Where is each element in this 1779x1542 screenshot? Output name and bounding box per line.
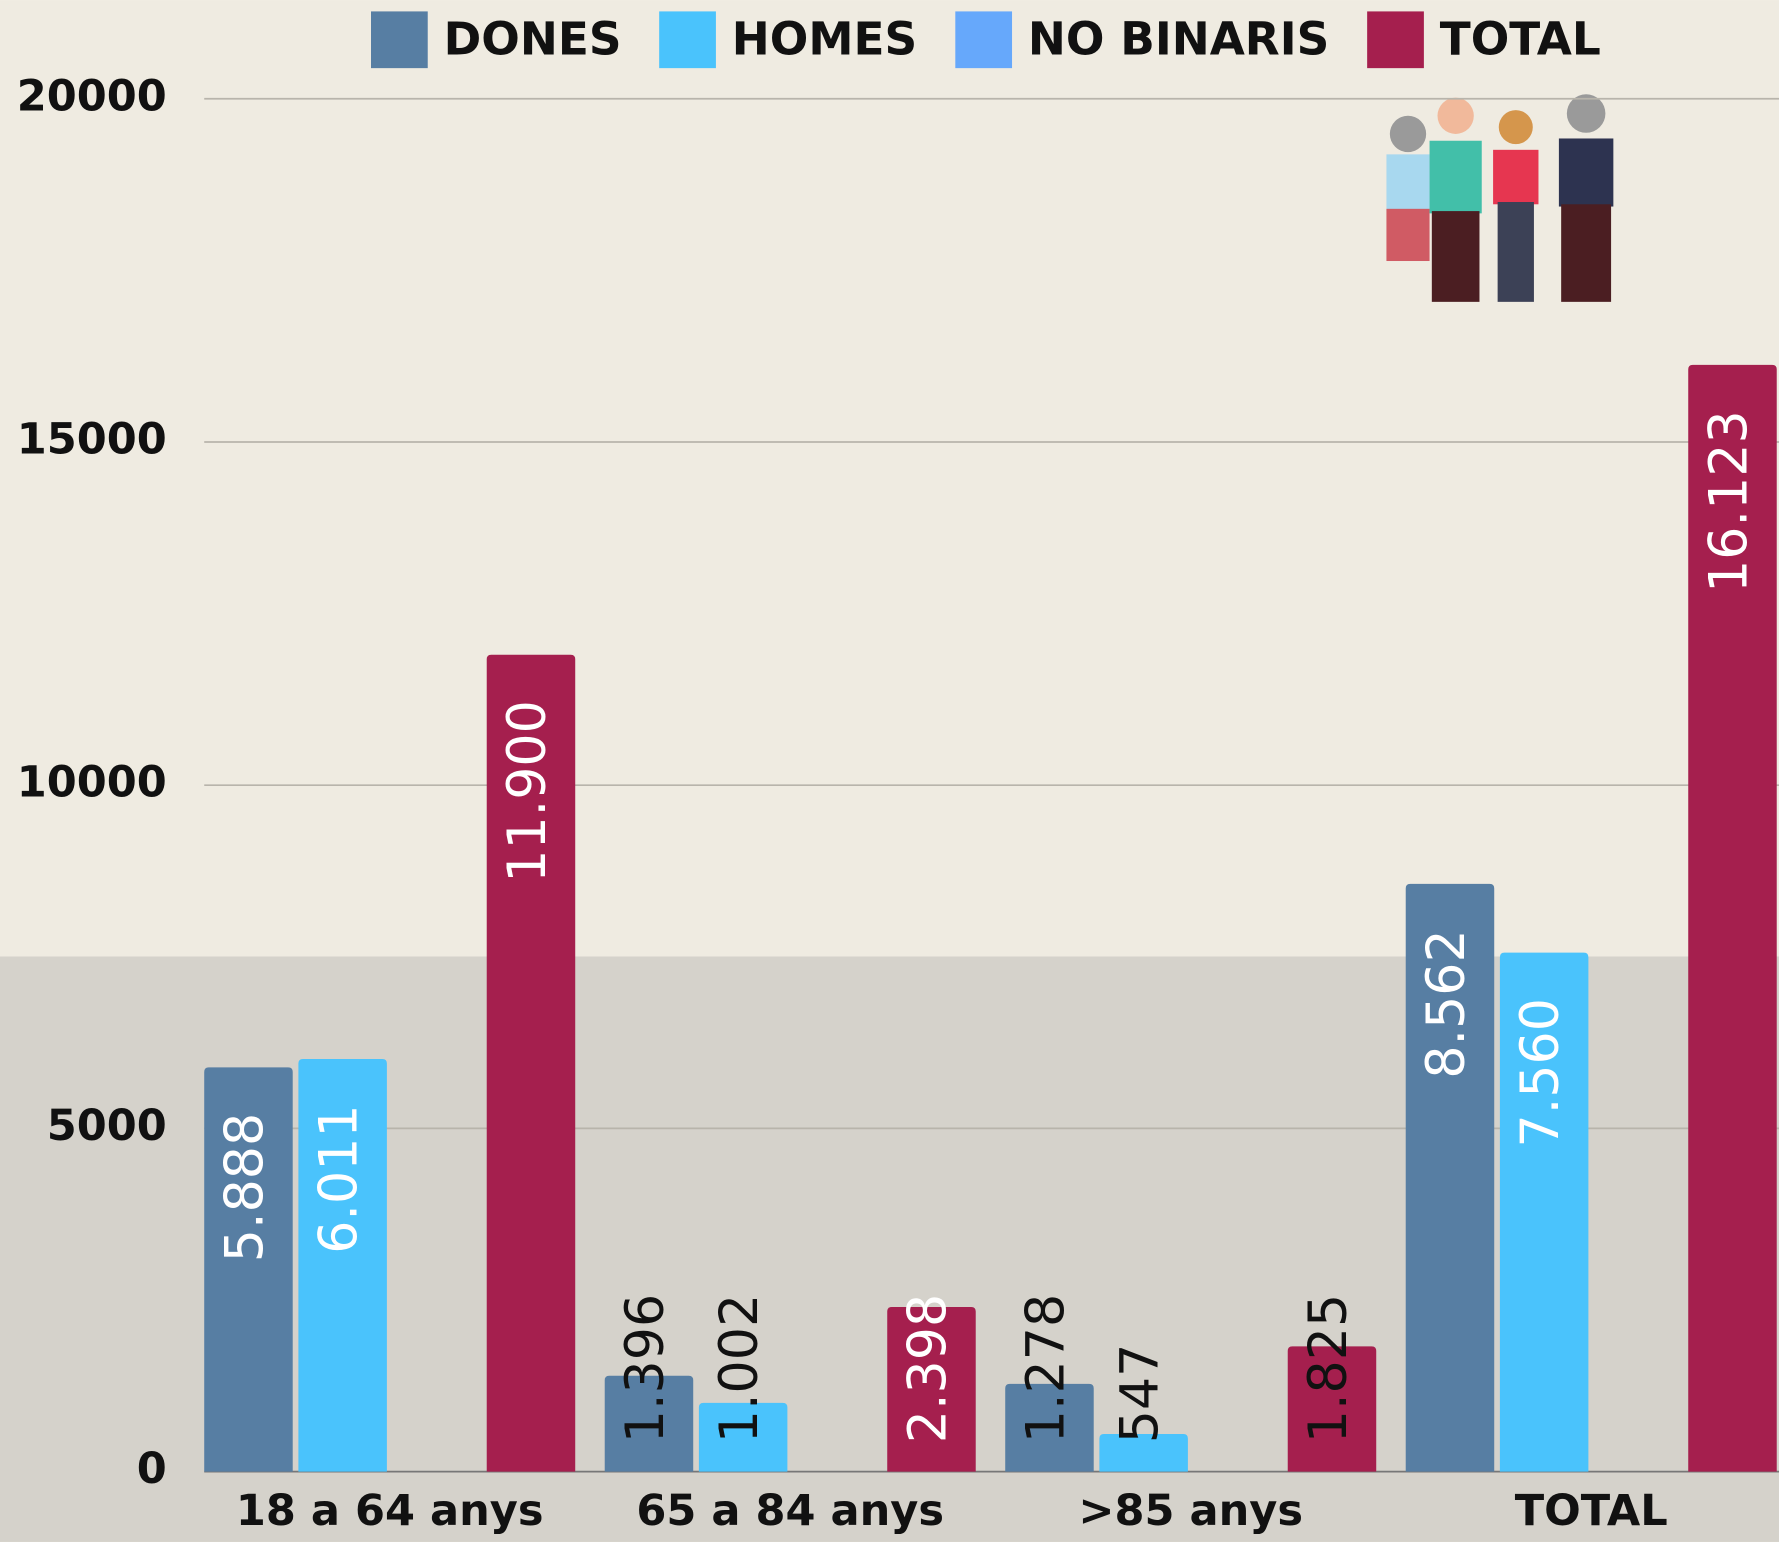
legend-swatch — [955, 11, 1013, 69]
family-icon — [1386, 94, 1614, 302]
y-tick-label: 10000 — [17, 758, 167, 808]
legend-swatch — [659, 11, 716, 69]
legend-label: TOTAL — [1440, 13, 1601, 66]
y-tick-label: 20000 — [17, 71, 167, 121]
legend-swatch — [1367, 11, 1424, 69]
legend-label: DONES — [444, 13, 622, 66]
value-label: 6.011 — [310, 1104, 370, 1253]
bar — [1499, 952, 1589, 1472]
legend-label: NO BINARIS — [1028, 13, 1329, 66]
y-tick-label: 0 — [137, 1444, 167, 1494]
value-label: 547 — [1111, 1344, 1171, 1444]
bar — [1688, 364, 1777, 1472]
bar — [698, 1402, 788, 1472]
bar — [298, 1058, 387, 1472]
bar — [1099, 1434, 1188, 1472]
y-tick-label: 5000 — [47, 1101, 167, 1151]
bar — [1405, 883, 1495, 1472]
bar — [204, 1067, 293, 1472]
legend-label: HOMES — [732, 13, 917, 66]
x-tick-label: 65 a 84 anys — [636, 1486, 944, 1536]
x-tick-label: 18 a 64 anys — [236, 1486, 544, 1536]
value-label: 8.562 — [1417, 929, 1477, 1078]
value-label: 1.002 — [710, 1294, 770, 1443]
value-label: 1.278 — [1016, 1294, 1076, 1443]
x-tick-label: TOTAL — [1515, 1486, 1668, 1536]
bar — [486, 654, 576, 1472]
value-label: 11.900 — [498, 700, 558, 883]
legend-swatch — [371, 11, 428, 69]
value-label: 7.560 — [1511, 998, 1571, 1147]
bar — [1005, 1383, 1094, 1472]
value-label: 1.396 — [616, 1294, 676, 1443]
bar — [887, 1306, 976, 1472]
y-tick-label: 15000 — [17, 414, 167, 464]
value-label: 1.825 — [1299, 1294, 1359, 1443]
value-label: 5.888 — [215, 1113, 275, 1262]
x-tick-label: >85 anys — [1078, 1486, 1303, 1536]
value-label: 2.398 — [898, 1294, 958, 1443]
bar — [1287, 1346, 1377, 1472]
bar — [604, 1375, 694, 1472]
value-label: 16.123 — [1699, 410, 1759, 593]
